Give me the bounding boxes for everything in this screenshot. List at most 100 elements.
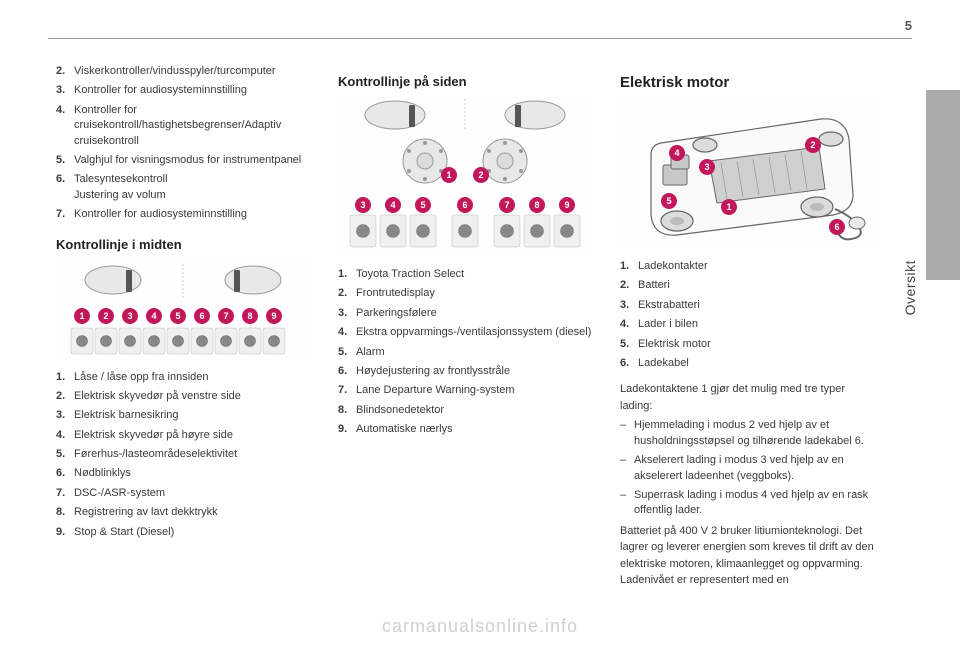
list-number: 3. <box>338 306 356 321</box>
number-badge: 1 <box>721 199 737 215</box>
list-number: 6. <box>56 466 74 481</box>
side-section-label: Oversikt <box>902 260 918 315</box>
col1-top-item: 7.Kontroller for audiosysteminnstilling <box>56 207 310 222</box>
list-text: Elektrisk skyvedør på høyre side <box>74 428 233 443</box>
number-badge: 2 <box>98 308 114 324</box>
list-number: 2. <box>56 64 74 79</box>
col3-heading: Elektrisk motor <box>620 74 874 91</box>
number-badge: 4 <box>669 145 685 161</box>
col3-figure: 123456 <box>620 99 874 249</box>
list-number: 3. <box>56 83 74 98</box>
list-number: 1. <box>338 267 356 282</box>
col2-item: 3.Parkeringsfølere <box>338 306 592 321</box>
center-control-strip-diagram: 123456789 <box>68 260 298 360</box>
col2-item: 4.Ekstra oppvarmings-/ventilasjonssystem… <box>338 325 592 340</box>
list-text: Låse / låse opp fra innsiden <box>74 370 209 385</box>
list-text: Toyota Traction Select <box>356 267 464 282</box>
col2-item: 5.Alarm <box>338 345 592 360</box>
list-text: Lader i bilen <box>638 317 698 332</box>
col3-item: 5.Elektrisk motor <box>620 337 874 352</box>
control-icon <box>239 328 261 354</box>
control-icon <box>452 215 478 247</box>
number-badge: 5 <box>661 193 677 209</box>
col1-top-item: 5.Valghjul for visningsmodus for instrum… <box>56 153 310 168</box>
list-text: DSC-/ASR-system <box>74 486 165 501</box>
svg-text:2: 2 <box>478 170 483 180</box>
control-icon <box>554 215 580 247</box>
number-badge: 1 <box>441 167 457 183</box>
list-text: Valghjul for visningsmodus for instrumen… <box>74 153 301 168</box>
list-number: 5. <box>56 153 74 168</box>
list-text: Lane Departure Warning-system <box>356 383 515 398</box>
top-rule <box>48 38 912 39</box>
svg-text:2: 2 <box>103 311 108 321</box>
number-badge: 9 <box>266 308 282 324</box>
col2-item: 6.Høydejustering av frontlysstråle <box>338 364 592 379</box>
list-number: 7. <box>338 383 356 398</box>
col2-figure: 12 3456789 <box>338 97 592 257</box>
svg-text:5: 5 <box>420 200 425 210</box>
col3-bullet: Akselerert lading i modus 3 ved hjelp av… <box>620 453 874 484</box>
col3-battery-para: Batteriet på 400 V 2 bruker litiumiontek… <box>620 523 874 589</box>
control-icon <box>524 215 550 247</box>
col3-intro-para: Ladekontaktene 1 gjør det mulig med tre … <box>620 381 874 414</box>
list-number: 5. <box>620 337 638 352</box>
electric-motor-diagram: 123456 <box>621 99 873 249</box>
list-text: Førerhus-/lasteområdeselektivitet <box>74 447 237 462</box>
list-text: Stop & Start (Diesel) <box>74 525 174 540</box>
svg-text:4: 4 <box>151 311 156 321</box>
col3-item: 2.Batteri <box>620 278 874 293</box>
list-number: 4. <box>338 325 356 340</box>
list-text: Kontroller for audiosysteminnstilling <box>74 83 247 98</box>
list-number: 1. <box>56 370 74 385</box>
svg-text:5: 5 <box>666 196 671 206</box>
list-text: Kontroller for audiosysteminnstilling <box>74 207 247 222</box>
page-number: 5 <box>905 18 912 33</box>
svg-text:3: 3 <box>360 200 365 210</box>
list-text: Elektrisk barnesikring <box>74 408 179 423</box>
col1-mid-item: 1.Låse / låse opp fra innsiden <box>56 370 310 385</box>
list-text: Ekstra oppvarmings-/ventilasjonssystem (… <box>356 325 591 340</box>
number-badge: 5 <box>415 197 431 213</box>
control-icon <box>263 328 285 354</box>
col1-figure: 123456789 <box>56 260 310 360</box>
number-badge: 4 <box>385 197 401 213</box>
number-badge: 8 <box>242 308 258 324</box>
col1-top-item: 2.Viskerkontroller/vindusspyler/turcompu… <box>56 64 310 79</box>
svg-text:6: 6 <box>462 200 467 210</box>
svg-text:8: 8 <box>534 200 539 210</box>
list-text: Batteri <box>638 278 670 293</box>
col1-mid-item: 3.Elektrisk barnesikring <box>56 408 310 423</box>
number-badge: 3 <box>699 159 715 175</box>
col1-mid-list: 1.Låse / låse opp fra innsiden2.Elektris… <box>56 370 310 541</box>
number-badge: 8 <box>529 197 545 213</box>
col1-top-list: 2.Viskerkontroller/vindusspyler/turcompu… <box>56 64 310 223</box>
list-text: Ladekabel <box>638 356 689 371</box>
svg-text:5: 5 <box>175 311 180 321</box>
list-number: 5. <box>56 447 74 462</box>
control-icon <box>167 328 189 354</box>
control-icon <box>143 328 165 354</box>
list-text: Elektrisk motor <box>638 337 711 352</box>
list-number: 4. <box>56 428 74 443</box>
list-number: 4. <box>56 103 74 149</box>
control-icon <box>350 215 376 247</box>
number-badge: 7 <box>218 308 234 324</box>
side-control-strip-diagram: 12 3456789 <box>345 97 585 257</box>
number-badge: 5 <box>170 308 186 324</box>
svg-text:9: 9 <box>271 311 276 321</box>
col2-list: 1.Toyota Traction Select2.Frontrutedispl… <box>338 267 592 438</box>
col1-top-item: 3.Kontroller for audiosysteminnstilling <box>56 83 310 98</box>
list-text: Nødblinklys <box>74 466 131 481</box>
list-number: 5. <box>338 345 356 360</box>
list-text: Alarm <box>356 345 385 360</box>
svg-text:1: 1 <box>79 311 84 321</box>
list-text: Kontroller for cruisekontroll/hastighets… <box>74 103 310 149</box>
list-text: Parkeringsfølere <box>356 306 437 321</box>
list-number: 9. <box>56 525 74 540</box>
list-text: Elektrisk skyvedør på venstre side <box>74 389 241 404</box>
number-badge: 7 <box>499 197 515 213</box>
control-icon <box>95 328 117 354</box>
content-columns: 2.Viskerkontroller/vindusspyler/turcompu… <box>56 60 874 625</box>
col1-top-item: 4.Kontroller for cruisekontroll/hastighe… <box>56 103 310 149</box>
